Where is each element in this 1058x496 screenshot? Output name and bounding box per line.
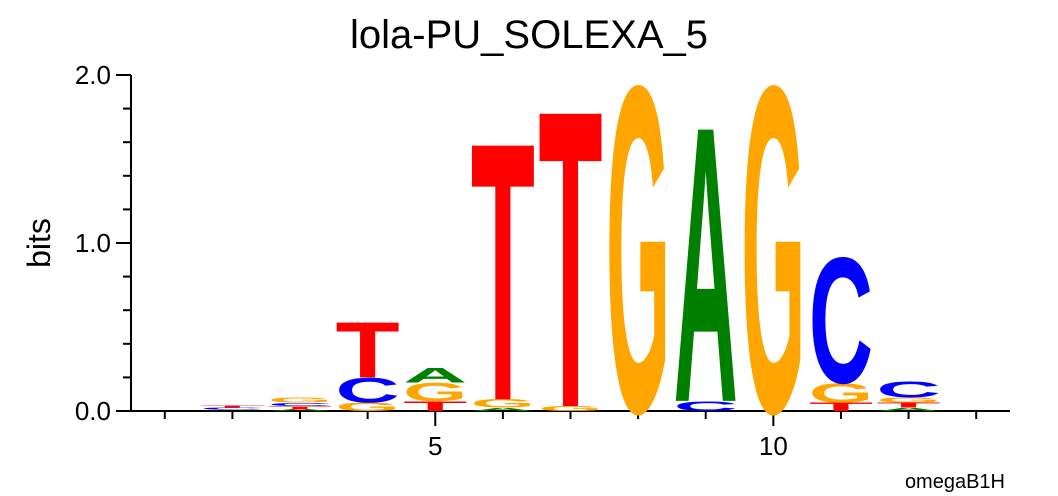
logo-letter: G — [809, 377, 873, 408]
logo-letter: G — [268, 396, 332, 404]
logo-letter: G — [606, 0, 670, 496]
logo-letter: T — [403, 398, 467, 414]
logo-letter: A — [200, 410, 264, 411]
x-tick-label: 5 — [428, 431, 442, 461]
logo-letter: C — [674, 398, 738, 414]
logo-letter: T — [268, 405, 332, 410]
logo-letter: T — [336, 306, 400, 395]
y-axis-label: bits — [21, 218, 57, 268]
logo-letter: C — [876, 377, 940, 403]
logo-letter: C — [268, 402, 332, 407]
footnote: omegaB1H — [905, 471, 1005, 493]
logo-letter: T — [876, 401, 940, 409]
y-tick-label: 1.0 — [75, 228, 111, 258]
logo-letter: C — [200, 407, 264, 410]
logo-letter: G — [538, 405, 602, 413]
y-tick-label: 0.0 — [75, 396, 111, 426]
logo-letter: A — [876, 407, 940, 412]
logo-letter: T — [471, 66, 535, 478]
logo-letter: T — [809, 401, 873, 414]
logo-letter: G — [876, 396, 940, 404]
logo-letter: G — [471, 397, 535, 410]
y-tick-label: 2.0 — [75, 60, 111, 90]
chart-title: lola-PU_SOLEXA_5 — [350, 13, 708, 57]
logo-letter: C — [809, 219, 873, 420]
logo-letter: G — [200, 409, 264, 410]
x-tick-label: 10 — [759, 431, 788, 461]
logo-letter: T — [200, 406, 264, 409]
logo-letter: A — [403, 364, 467, 387]
logo-letter: A — [268, 409, 332, 412]
logo-letter: A — [674, 45, 738, 485]
logo-letter: G — [336, 401, 400, 414]
logo-letter: C — [336, 371, 400, 410]
logo-letter: T — [538, 23, 602, 496]
logo-letter: G — [403, 378, 467, 406]
logo-letter: G — [741, 0, 805, 496]
logo-letter: A — [471, 407, 535, 412]
